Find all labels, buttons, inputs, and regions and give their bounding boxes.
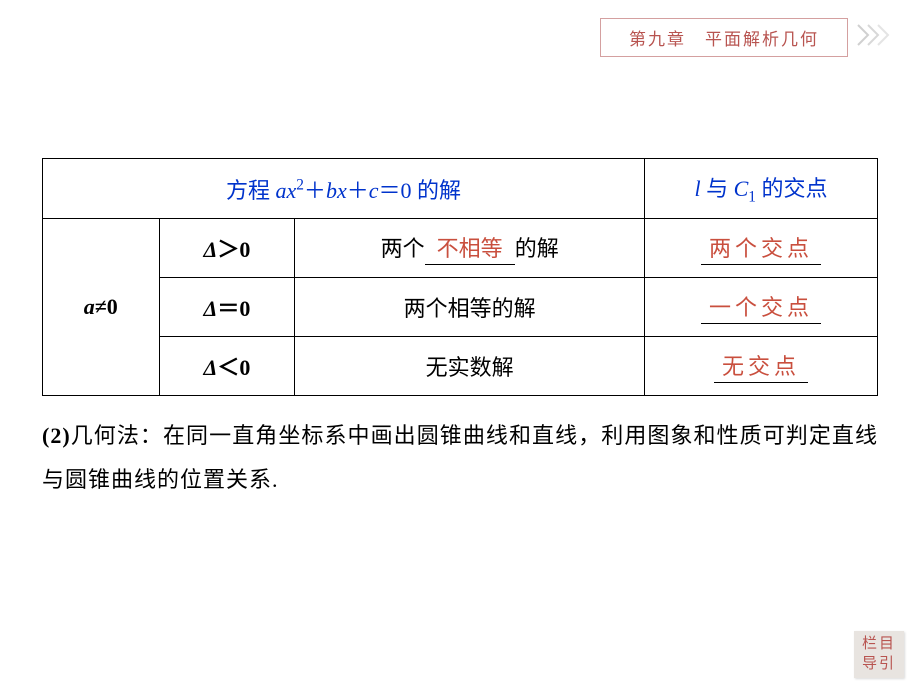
solution-two-equal: 两个相等的解 <box>295 278 645 337</box>
intersection-header: l 与 C1 的交点 <box>644 159 877 219</box>
delta-eq-zero: Δ＝0 <box>159 278 295 337</box>
nav-index-button[interactable]: 栏目 导引 <box>854 631 904 678</box>
blank-unequal: 不相等 <box>425 231 515 265</box>
paragraph-text: 几何法：在同一直角坐标系中画出圆锥曲线和直线，利用图象和性质可判定直线与圆锥曲线… <box>42 423 878 492</box>
solution-no-real: 无实数解 <box>295 337 645 396</box>
condition-a-nonzero: a≠0 <box>43 219 160 396</box>
chapter-title-box: 第九章 平面解析几何 <box>600 18 848 57</box>
method-paragraph: (2)几何法：在同一直角坐标系中画出圆锥曲线和直线，利用图象和性质可判定直线与圆… <box>42 414 878 502</box>
solution-two-unequal: 两个不相等的解 <box>295 219 645 278</box>
equation-header: 方程 ax2＋bx＋c＝0 的解 <box>43 159 645 219</box>
main-content: 方程 ax2＋bx＋c＝0 的解 l 与 C1 的交点 a≠0 Δ＞0 两个不相… <box>42 158 878 502</box>
discriminant-table: 方程 ax2＋bx＋c＝0 的解 l 与 C1 的交点 a≠0 Δ＞0 两个不相… <box>42 158 878 396</box>
delta-lt-zero: Δ＜0 <box>159 337 295 396</box>
chevron-right-icon <box>856 23 896 52</box>
intersect-two-points: 两个交点 <box>644 219 877 278</box>
delta-gt-zero: Δ＞0 <box>159 219 295 278</box>
intersect-no-point: 无交点 <box>644 337 877 396</box>
nav-line1: 栏目 <box>862 635 896 655</box>
nav-line2: 导引 <box>862 655 896 675</box>
chapter-title: 第九章 平面解析几何 <box>629 30 819 49</box>
chapter-header: 第九章 平面解析几何 <box>600 18 896 57</box>
paragraph-label: (2) <box>42 423 71 448</box>
intersect-one-point: 一个交点 <box>644 278 877 337</box>
